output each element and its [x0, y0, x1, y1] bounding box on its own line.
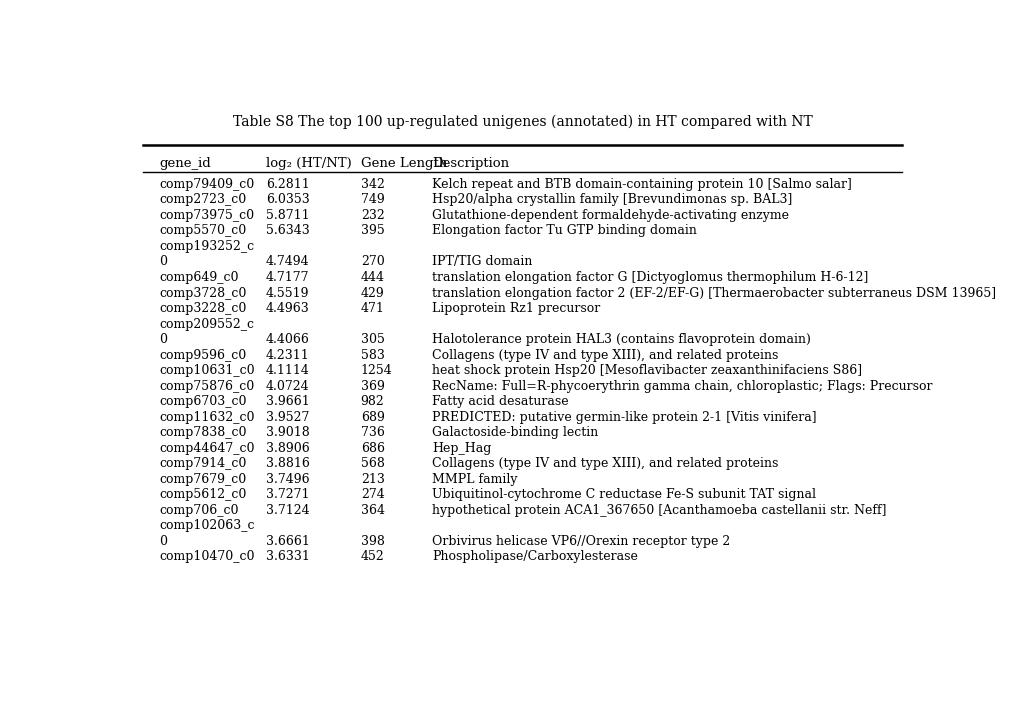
Text: comp3728_c0: comp3728_c0	[159, 287, 247, 300]
Text: 4.5519: 4.5519	[266, 287, 309, 300]
Text: 3.7271: 3.7271	[266, 488, 309, 501]
Text: 736: 736	[361, 426, 384, 439]
Text: 0: 0	[159, 535, 167, 548]
Text: comp10631_c0: comp10631_c0	[159, 364, 255, 377]
Text: comp75876_c0: comp75876_c0	[159, 379, 254, 392]
Text: 274: 274	[361, 488, 384, 501]
Text: 305: 305	[361, 333, 384, 346]
Text: 6.2811: 6.2811	[266, 178, 310, 191]
Text: Elongation factor Tu GTP binding domain: Elongation factor Tu GTP binding domain	[431, 225, 696, 238]
Text: 3.9527: 3.9527	[266, 410, 309, 424]
Text: comp7838_c0: comp7838_c0	[159, 426, 247, 439]
Text: Glutathione-dependent formaldehyde-activating enzyme: Glutathione-dependent formaldehyde-activ…	[431, 209, 788, 222]
Text: heat shock protein Hsp20 [Mesoflavibacter zeaxanthinifaciens S86]: heat shock protein Hsp20 [Mesoflavibacte…	[431, 364, 861, 377]
Text: 3.9018: 3.9018	[266, 426, 310, 439]
Text: 982: 982	[361, 395, 384, 408]
Text: comp7679_c0: comp7679_c0	[159, 473, 247, 486]
Text: Galactoside-binding lectin: Galactoside-binding lectin	[431, 426, 597, 439]
Text: comp102063_c: comp102063_c	[159, 519, 255, 532]
Text: Hep_Hag: Hep_Hag	[431, 442, 491, 455]
Text: 0: 0	[159, 256, 167, 269]
Text: 3.8906: 3.8906	[266, 442, 310, 455]
Text: Lipoprotein Rz1 precursor: Lipoprotein Rz1 precursor	[431, 302, 599, 315]
Text: 4.4066: 4.4066	[266, 333, 310, 346]
Text: comp5612_c0: comp5612_c0	[159, 488, 247, 501]
Text: 4.1114: 4.1114	[266, 364, 310, 377]
Text: Collagens (type IV and type XIII), and related proteins: Collagens (type IV and type XIII), and r…	[431, 348, 777, 361]
Text: 3.7496: 3.7496	[266, 473, 309, 486]
Text: Kelch repeat and BTB domain-containing protein 10 [Salmo salar]: Kelch repeat and BTB domain-containing p…	[431, 178, 851, 191]
Text: 0: 0	[159, 333, 167, 346]
Text: comp79409_c0: comp79409_c0	[159, 178, 254, 191]
Text: comp3228_c0: comp3228_c0	[159, 302, 247, 315]
Text: comp7914_c0: comp7914_c0	[159, 457, 247, 470]
Text: comp5570_c0: comp5570_c0	[159, 225, 247, 238]
Text: comp6703_c0: comp6703_c0	[159, 395, 247, 408]
Text: RecName: Full=R-phycoerythrin gamma chain, chloroplastic; Flags: Precursor: RecName: Full=R-phycoerythrin gamma chai…	[431, 379, 931, 392]
Text: comp193252_c: comp193252_c	[159, 240, 254, 253]
Text: 4.0724: 4.0724	[266, 379, 309, 392]
Text: 5.8711: 5.8711	[266, 209, 309, 222]
Text: 4.7494: 4.7494	[266, 256, 309, 269]
Text: translation elongation factor G [Dictyoglomus thermophilum H-6-12]: translation elongation factor G [Dictyog…	[431, 271, 867, 284]
Text: 5.6343: 5.6343	[266, 225, 310, 238]
Text: 4.2311: 4.2311	[266, 348, 310, 361]
Text: 364: 364	[361, 504, 384, 517]
Text: log₂ (HT/NT): log₂ (HT/NT)	[266, 158, 352, 171]
Text: comp2723_c0: comp2723_c0	[159, 194, 247, 207]
Text: comp73975_c0: comp73975_c0	[159, 209, 254, 222]
Text: Table S8 The top 100 up-regulated unigenes (annotated) in HT compared with NT: Table S8 The top 100 up-regulated unigen…	[232, 114, 812, 128]
Text: 471: 471	[361, 302, 384, 315]
Text: 369: 369	[361, 379, 384, 392]
Text: Phospholipase/Carboxylesterase: Phospholipase/Carboxylesterase	[431, 550, 637, 564]
Text: Hsp20/alpha crystallin family [Brevundimonas sp. BAL3]: Hsp20/alpha crystallin family [Brevundim…	[431, 194, 792, 207]
Text: 3.6331: 3.6331	[266, 550, 310, 564]
Text: comp706_c0: comp706_c0	[159, 504, 238, 517]
Text: comp209552_c: comp209552_c	[159, 318, 254, 330]
Text: translation elongation factor 2 (EF-2/EF-G) [Thermaerobacter subterraneus DSM 13: translation elongation factor 2 (EF-2/EF…	[431, 287, 995, 300]
Text: 689: 689	[361, 410, 384, 424]
Text: Ubiquitinol-cytochrome C reductase Fe-S subunit TAT signal: Ubiquitinol-cytochrome C reductase Fe-S …	[431, 488, 815, 501]
Text: Collagens (type IV and type XIII), and related proteins: Collagens (type IV and type XIII), and r…	[431, 457, 777, 470]
Text: Gene Length: Gene Length	[361, 158, 446, 171]
Text: Fatty acid desaturase: Fatty acid desaturase	[431, 395, 568, 408]
Text: Orbivirus helicase VP6//Orexin receptor type 2: Orbivirus helicase VP6//Orexin receptor …	[431, 535, 730, 548]
Text: Halotolerance protein HAL3 (contains flavoprotein domain): Halotolerance protein HAL3 (contains fla…	[431, 333, 810, 346]
Text: 686: 686	[361, 442, 384, 455]
Text: 583: 583	[361, 348, 384, 361]
Text: 232: 232	[361, 209, 384, 222]
Text: comp649_c0: comp649_c0	[159, 271, 238, 284]
Text: 3.7124: 3.7124	[266, 504, 309, 517]
Text: 1254: 1254	[361, 364, 392, 377]
Text: 429: 429	[361, 287, 384, 300]
Text: 6.0353: 6.0353	[266, 194, 310, 207]
Text: comp44647_c0: comp44647_c0	[159, 442, 255, 455]
Text: 452: 452	[361, 550, 384, 564]
Text: 749: 749	[361, 194, 384, 207]
Text: 342: 342	[361, 178, 384, 191]
Text: comp11632_c0: comp11632_c0	[159, 410, 255, 424]
Text: MMPL family: MMPL family	[431, 473, 517, 486]
Text: 3.8816: 3.8816	[266, 457, 310, 470]
Text: IPT/TIG domain: IPT/TIG domain	[431, 256, 532, 269]
Text: 568: 568	[361, 457, 384, 470]
Text: 395: 395	[361, 225, 384, 238]
Text: hypothetical protein ACA1_367650 [Acanthamoeba castellanii str. Neff]: hypothetical protein ACA1_367650 [Acanth…	[431, 504, 886, 517]
Text: 4.7177: 4.7177	[266, 271, 309, 284]
Text: 444: 444	[361, 271, 384, 284]
Text: gene_id: gene_id	[159, 158, 211, 171]
Text: 270: 270	[361, 256, 384, 269]
Text: comp10470_c0: comp10470_c0	[159, 550, 255, 564]
Text: PREDICTED: putative germin-like protein 2-1 [Vitis vinifera]: PREDICTED: putative germin-like protein …	[431, 410, 815, 424]
Text: 4.4963: 4.4963	[266, 302, 310, 315]
Text: Description: Description	[431, 158, 508, 171]
Text: 3.6661: 3.6661	[266, 535, 310, 548]
Text: 398: 398	[361, 535, 384, 548]
Text: comp9596_c0: comp9596_c0	[159, 348, 247, 361]
Text: 3.9661: 3.9661	[266, 395, 310, 408]
Text: 213: 213	[361, 473, 384, 486]
